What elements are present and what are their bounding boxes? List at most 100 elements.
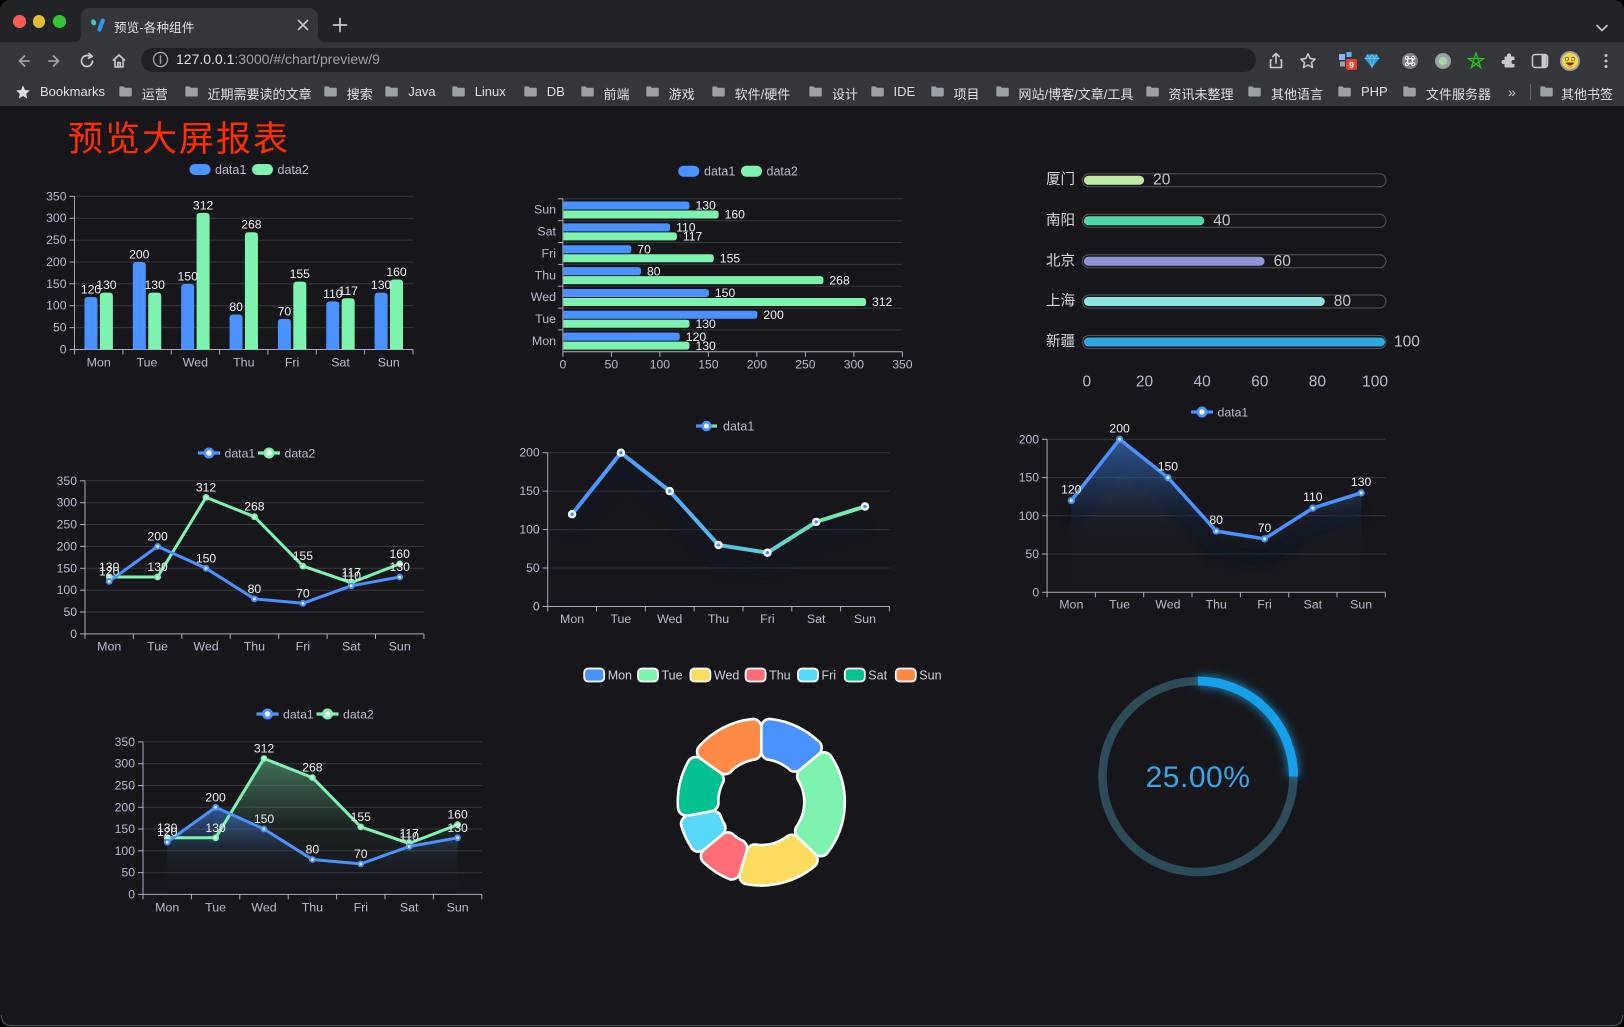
svg-text:Wed: Wed xyxy=(1155,598,1180,612)
svg-text:130: 130 xyxy=(147,560,168,574)
svg-text:Sat: Sat xyxy=(1303,598,1322,612)
svg-text:150: 150 xyxy=(178,269,199,283)
svg-text:Mon: Mon xyxy=(560,612,584,626)
svg-text:130: 130 xyxy=(157,821,178,835)
svg-text:0: 0 xyxy=(533,600,540,614)
svg-text:Sat: Sat xyxy=(400,901,419,915)
svg-text:Sat: Sat xyxy=(331,356,350,370)
svg-text:150: 150 xyxy=(519,484,540,498)
svg-text:300: 300 xyxy=(844,358,865,372)
svg-text:40: 40 xyxy=(1193,374,1211,391)
svg-text:150: 150 xyxy=(715,286,736,300)
svg-text:250: 250 xyxy=(795,358,816,372)
svg-text:Tue: Tue xyxy=(535,312,556,326)
svg-text:200: 200 xyxy=(205,790,226,804)
svg-text:Thu: Thu xyxy=(769,669,791,683)
svg-text:200: 200 xyxy=(1109,421,1130,435)
svg-text:Mon: Mon xyxy=(608,669,632,683)
svg-text:312: 312 xyxy=(872,295,893,309)
svg-text:新疆: 新疆 xyxy=(1046,333,1075,350)
svg-text:130: 130 xyxy=(696,339,717,353)
svg-text:200: 200 xyxy=(1019,432,1040,446)
svg-text:40: 40 xyxy=(1213,212,1231,229)
svg-text:50: 50 xyxy=(121,866,135,880)
svg-text:data2: data2 xyxy=(285,447,316,461)
svg-text:110: 110 xyxy=(342,569,362,583)
svg-text:Tue: Tue xyxy=(662,669,683,683)
svg-text:Tue: Tue xyxy=(147,640,168,654)
svg-text:117: 117 xyxy=(342,566,362,580)
svg-text:50: 50 xyxy=(63,605,77,619)
svg-text:data1: data1 xyxy=(1218,406,1249,420)
svg-text:50: 50 xyxy=(526,561,540,575)
svg-text:160: 160 xyxy=(386,265,407,279)
svg-text:Thu: Thu xyxy=(233,356,254,370)
svg-text:100: 100 xyxy=(115,844,136,858)
svg-text:50: 50 xyxy=(53,321,67,335)
svg-text:350: 350 xyxy=(57,474,78,488)
svg-text:100: 100 xyxy=(519,523,540,537)
svg-text:150: 150 xyxy=(196,551,217,565)
svg-text:0: 0 xyxy=(1082,374,1091,391)
svg-text:100: 100 xyxy=(1394,334,1420,351)
svg-text:200: 200 xyxy=(763,308,784,322)
svg-text:160: 160 xyxy=(390,547,411,561)
svg-text:Mon: Mon xyxy=(97,640,121,654)
svg-text:110: 110 xyxy=(399,830,419,844)
svg-text:data1: data1 xyxy=(215,163,246,177)
svg-text:0: 0 xyxy=(128,887,135,901)
svg-text:312: 312 xyxy=(196,480,217,494)
svg-text:Wed: Wed xyxy=(183,356,208,370)
svg-text:25.00%: 25.00% xyxy=(1146,761,1251,794)
svg-text:117: 117 xyxy=(683,230,703,244)
svg-text:120: 120 xyxy=(157,825,178,839)
svg-text:117: 117 xyxy=(338,284,358,298)
svg-text:350: 350 xyxy=(892,358,913,372)
svg-text:Mon: Mon xyxy=(155,901,179,915)
svg-text:100: 100 xyxy=(46,299,67,313)
svg-text:100: 100 xyxy=(650,358,671,372)
svg-text:300: 300 xyxy=(115,757,136,771)
svg-text:Wed: Wed xyxy=(193,640,218,654)
svg-text:250: 250 xyxy=(57,518,78,532)
svg-text:Sat: Sat xyxy=(342,640,361,654)
svg-text:110: 110 xyxy=(1303,490,1323,504)
svg-text:Fri: Fri xyxy=(822,669,837,683)
svg-text:80: 80 xyxy=(248,582,262,596)
svg-text:350: 350 xyxy=(46,189,67,203)
svg-text:data2: data2 xyxy=(278,163,309,177)
svg-text:155: 155 xyxy=(293,549,314,563)
svg-text:155: 155 xyxy=(351,810,372,824)
svg-text:Sun: Sun xyxy=(1350,598,1372,612)
svg-text:0: 0 xyxy=(1032,585,1039,599)
svg-text:130: 130 xyxy=(696,317,717,331)
svg-text:0: 0 xyxy=(70,627,77,641)
svg-text:Fri: Fri xyxy=(542,246,556,260)
svg-text:130: 130 xyxy=(96,278,117,292)
svg-text:117: 117 xyxy=(399,826,419,840)
svg-text:60: 60 xyxy=(1274,253,1292,270)
svg-text:data2: data2 xyxy=(767,165,798,179)
svg-text:268: 268 xyxy=(241,218,262,232)
svg-text:20: 20 xyxy=(1136,374,1154,391)
svg-text:130: 130 xyxy=(145,278,166,292)
svg-text:Wed: Wed xyxy=(531,290,556,304)
svg-text:130: 130 xyxy=(205,821,226,835)
svg-text:268: 268 xyxy=(244,500,265,514)
svg-text:120: 120 xyxy=(686,330,707,344)
svg-text:200: 200 xyxy=(147,529,168,543)
svg-text:Sun: Sun xyxy=(919,669,941,683)
svg-text:120: 120 xyxy=(99,564,120,578)
svg-text:350: 350 xyxy=(115,735,136,749)
svg-text:data1: data1 xyxy=(704,165,735,179)
svg-text:130: 130 xyxy=(447,821,468,835)
svg-text:120: 120 xyxy=(1061,483,1082,497)
svg-text:厦门: 厦门 xyxy=(1046,171,1075,188)
svg-text:Sun: Sun xyxy=(447,901,469,915)
svg-text:Sun: Sun xyxy=(534,203,556,217)
svg-text:Tue: Tue xyxy=(1109,598,1130,612)
svg-text:Thu: Thu xyxy=(302,901,323,915)
svg-text:300: 300 xyxy=(57,496,78,510)
svg-text:150: 150 xyxy=(1158,460,1179,474)
svg-text:150: 150 xyxy=(46,277,67,291)
